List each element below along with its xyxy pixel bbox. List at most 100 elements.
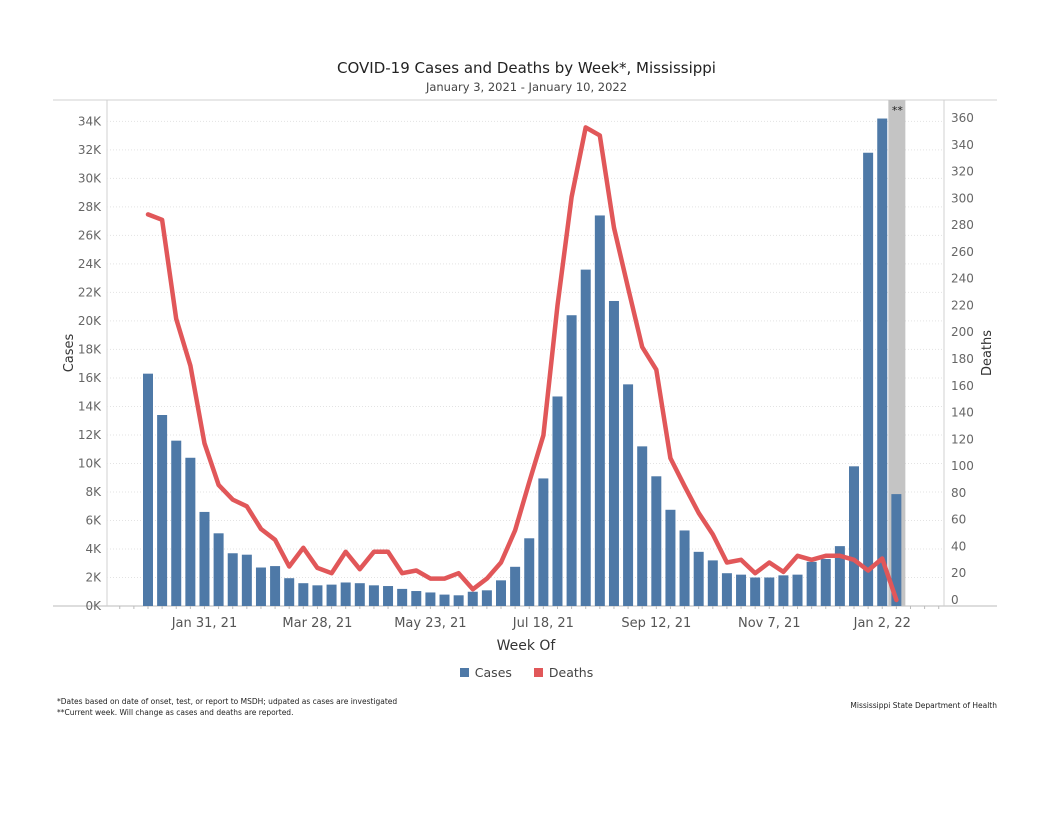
right-tick-label: 20 xyxy=(951,566,966,580)
cases-bar xyxy=(368,585,379,606)
right-tick-label: 180 xyxy=(951,352,974,366)
left-tick-label: 10K xyxy=(78,456,102,470)
cases-bar xyxy=(806,561,817,606)
cases-bar xyxy=(834,546,845,606)
right-tick-label: 120 xyxy=(951,432,974,446)
cases-bar xyxy=(298,583,309,606)
left-tick-label: 18K xyxy=(78,342,102,356)
left-tick-label: 30K xyxy=(78,171,102,185)
y-axis-left-label: Cases xyxy=(62,333,77,372)
cases-bar xyxy=(199,511,210,606)
cases-bar xyxy=(792,574,803,606)
x-tick-label: Nov 7, 21 xyxy=(738,616,801,631)
cases-bar xyxy=(608,300,619,606)
left-tick-label: 2K xyxy=(85,570,102,584)
cases-bar xyxy=(411,591,422,606)
deaths-line xyxy=(145,125,899,603)
legend-swatch-deaths xyxy=(533,668,543,677)
cases-bar xyxy=(270,566,281,606)
cases-bar xyxy=(637,446,648,606)
cases-bar xyxy=(453,595,464,606)
cases-bar xyxy=(721,573,732,606)
right-tick-label: 100 xyxy=(951,459,974,473)
current-week-marker: ** xyxy=(892,104,904,117)
cases-bar xyxy=(665,509,676,606)
left-tick-label: 12K xyxy=(78,428,102,442)
left-tick-label: 34K xyxy=(78,114,102,128)
left-tick-label: 14K xyxy=(78,399,102,413)
cases-bar xyxy=(891,494,902,606)
x-axis-label: Week Of xyxy=(497,638,557,654)
cases-bar xyxy=(439,594,450,606)
x-tick-label: Jul 18, 21 xyxy=(512,616,574,631)
current-week-band xyxy=(888,100,906,606)
cases-bar xyxy=(354,583,365,606)
cases-bar xyxy=(213,533,224,606)
x-tick-label: May 23, 21 xyxy=(394,616,466,631)
cases-bar xyxy=(552,396,563,606)
footnotes: *Dates based on date of onset, test, or … xyxy=(57,696,397,718)
left-tick-label: 24K xyxy=(78,257,102,271)
right-tick-label: 320 xyxy=(951,165,974,179)
cases-bar xyxy=(594,215,605,606)
right-axis-ticks: 0 20 40 60 80 100 120 140 160 180 200 220 240 260 280 3… xyxy=(951,111,974,607)
x-tick-label: Mar 28, 21 xyxy=(282,616,352,631)
left-tick-label: 16K xyxy=(78,371,102,385)
cases-bar xyxy=(778,575,789,606)
footnote-2: **Current week. Will change as cases and… xyxy=(57,708,294,717)
left-tick-label: 20K xyxy=(78,314,102,328)
left-tick-label: 6K xyxy=(85,513,102,527)
cases-bar xyxy=(524,538,535,606)
cases-bar xyxy=(496,580,506,606)
cases-bar xyxy=(171,440,182,606)
left-tick-label: 28K xyxy=(78,200,102,214)
legend-item-deaths[interactable]: Deaths xyxy=(533,665,593,680)
right-tick-label: 280 xyxy=(951,218,974,232)
cases-bar xyxy=(693,551,704,606)
cases-bar xyxy=(820,558,831,606)
cases-bar xyxy=(143,373,153,606)
cases-bar xyxy=(764,577,775,606)
right-tick-label: 340 xyxy=(951,138,974,152)
source-note: Mississippi State Department of Health xyxy=(850,701,997,710)
legend: Cases Deaths xyxy=(0,665,1053,680)
right-tick-label: 60 xyxy=(951,513,966,527)
cases-bar xyxy=(538,478,549,606)
cases-bar xyxy=(863,152,874,606)
cases-bar xyxy=(227,553,238,606)
right-tick-label: 200 xyxy=(951,325,974,339)
cases-bar xyxy=(383,586,394,606)
right-tick-label: 260 xyxy=(951,245,974,259)
right-tick-label: 40 xyxy=(951,539,966,553)
cases-bar xyxy=(326,584,337,606)
legend-label-cases: Cases xyxy=(474,665,512,680)
cases-bar xyxy=(736,574,747,606)
right-tick-label: 160 xyxy=(951,379,974,393)
left-tick-label: 26K xyxy=(78,228,102,242)
legend-item-cases[interactable]: Cases xyxy=(459,665,512,680)
legend-swatch-cases xyxy=(459,668,469,677)
cases-bar xyxy=(185,457,196,606)
left-tick-label: 8K xyxy=(85,485,102,499)
left-tick-label: 4K xyxy=(85,542,102,556)
cases-bar xyxy=(397,588,408,606)
cases-bar xyxy=(481,590,492,606)
cases-bar xyxy=(566,315,577,606)
cases-bar xyxy=(877,118,888,607)
chart-subtitle: January 3, 2021 - January 10, 2022 xyxy=(425,80,628,94)
left-tick-label: 22K xyxy=(78,285,102,299)
cases-bar xyxy=(467,591,478,606)
deaths-line-group xyxy=(145,125,899,603)
x-tick-label: Jan 2, 22 xyxy=(853,616,911,631)
cases-bar xyxy=(707,560,718,606)
cases-bar xyxy=(679,530,690,606)
footnote-1: *Dates based on date of onset, test, or … xyxy=(57,697,398,706)
right-tick-label: 0 xyxy=(951,593,959,607)
left-tick-label: 32K xyxy=(78,143,102,157)
right-tick-label: 360 xyxy=(951,111,974,125)
right-tick-label: 140 xyxy=(951,406,974,420)
cases-bar xyxy=(157,415,168,606)
x-tick-label: Sep 12, 21 xyxy=(621,616,691,631)
right-tick-label: 220 xyxy=(951,298,974,312)
x-tick-label: Jan 31, 21 xyxy=(171,616,238,631)
